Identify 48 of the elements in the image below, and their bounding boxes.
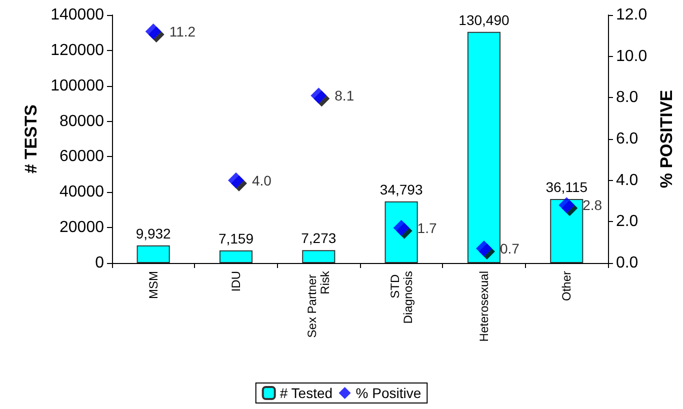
x-tick-label: IDU	[228, 271, 243, 292]
y-tick-label: 20000	[60, 219, 104, 236]
bar	[136, 245, 170, 263]
bar	[302, 250, 336, 263]
y2-tick-label: 8.0	[616, 89, 638, 106]
data-label: 7,159	[218, 230, 254, 246]
x-tick-label: MSM	[146, 271, 160, 299]
data-label: 1.7	[417, 220, 437, 236]
data-label: 8.1	[334, 88, 354, 104]
data-label: 130,490	[458, 12, 510, 28]
point	[476, 240, 492, 257]
bar	[467, 32, 500, 263]
legend-label: % Positive	[356, 385, 422, 401]
y-tick-label: 0	[95, 254, 104, 272]
data-label: 36,115	[546, 179, 588, 196]
y-tick-label: 60000	[60, 148, 104, 166]
data-label: 34,793	[380, 181, 423, 198]
y2-tick-label: 2.0	[616, 213, 638, 230]
y2-axis-title: % POSITIVE	[657, 90, 676, 188]
data-label: 11.2	[169, 24, 196, 40]
bar	[219, 250, 253, 263]
bar	[384, 201, 418, 263]
y2-tick-label: 6.0	[616, 130, 638, 148]
point	[228, 172, 244, 188]
y-axis-title: # TESTS	[22, 104, 41, 174]
data-label: 0.7	[500, 240, 520, 257]
point	[310, 88, 327, 104]
y-tick-label: 140000	[50, 6, 104, 24]
point	[558, 197, 575, 214]
y2-tick-label: 0.0	[616, 254, 638, 272]
x-tick-label: Other	[560, 271, 574, 302]
data-label: 4.0	[252, 172, 272, 188]
y2-tick-label: 10.0	[616, 48, 648, 65]
data-label: 2.8	[582, 197, 602, 214]
x-tick-label: Heterosexual	[476, 271, 491, 342]
x-tick-label: STD Diagnosis	[388, 271, 415, 324]
y-tick-label: 40000	[60, 184, 104, 201]
y-tick-label: 80000	[60, 112, 104, 130]
bar	[550, 199, 584, 263]
x-tick-label: Sex Partner Risk	[305, 270, 332, 338]
y2-tick-label: 12.0	[616, 6, 648, 24]
data-label: 9,932	[136, 225, 172, 242]
y2-tick-label: 4.0	[616, 172, 638, 189]
legend-label: # Tested	[280, 385, 333, 401]
y-tick-label: 120000	[50, 42, 104, 59]
data-label: 7,273	[301, 230, 336, 246]
y-tick-label: 100000	[50, 77, 104, 94]
point	[145, 24, 162, 40]
